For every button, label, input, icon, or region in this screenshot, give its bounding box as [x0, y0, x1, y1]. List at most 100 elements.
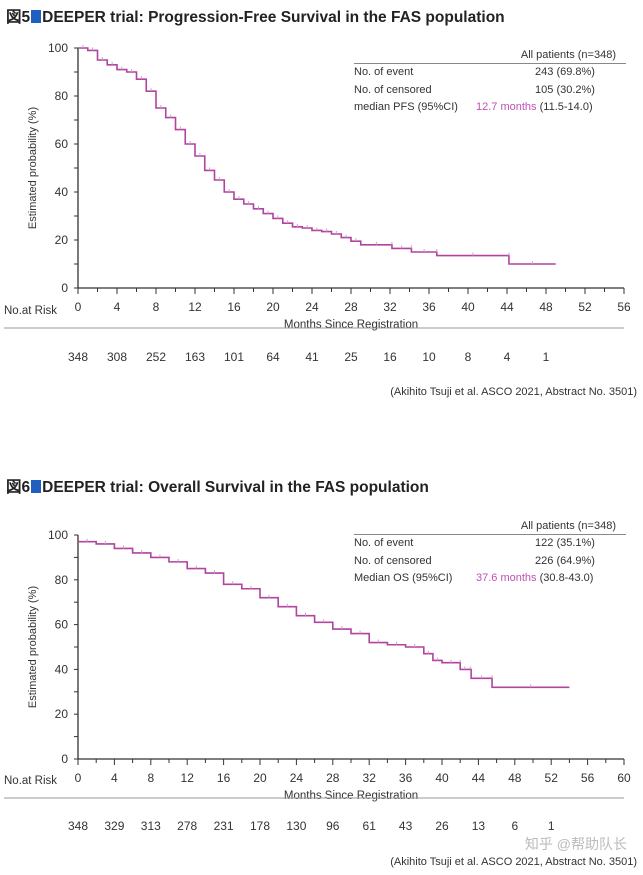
x-tick-label: 16 — [217, 771, 231, 785]
legend-value: 105 (30.2%) — [535, 83, 595, 96]
x-tick-label: 56 — [617, 300, 631, 314]
legend-row: No. of censored 105 (30.2%) — [354, 82, 626, 100]
x-tick-label: 56 — [581, 771, 595, 785]
legend-label: No. of censored — [354, 554, 432, 567]
risk-count: 61 — [363, 819, 377, 833]
y-tick-label: 100 — [48, 528, 68, 542]
x-tick-label: 52 — [545, 771, 559, 785]
y-tick-label: 100 — [48, 41, 68, 55]
figure-label: 図6 — [6, 479, 31, 496]
x-tick-label: 44 — [500, 300, 514, 314]
risk-count: 16 — [383, 350, 397, 364]
chart-title: DEEPER trial: Overall Survival in the FA… — [42, 479, 429, 496]
x-axis-label: Months Since Registration — [284, 790, 418, 802]
y-tick-label: 40 — [55, 662, 69, 676]
x-tick-label: 4 — [111, 771, 118, 785]
legend-value: 122 (35.1%) — [535, 537, 595, 549]
y-tick-label: 60 — [55, 618, 69, 632]
median-ci: (11.5-14.0) — [539, 101, 593, 113]
x-tick-label: 20 — [266, 300, 280, 314]
y-tick-label: 0 — [61, 752, 68, 766]
risk-count: 178 — [250, 819, 270, 833]
x-tick-label: 32 — [383, 300, 397, 314]
risk-count: 10 — [422, 350, 436, 364]
risk-count: 64 — [266, 350, 280, 364]
legend-header: All patients (n=348) — [354, 519, 626, 535]
x-tick-label: 48 — [508, 771, 522, 785]
citation: (Akihito Tsuji et al. ASCO 2021, Abstrac… — [390, 856, 637, 868]
x-tick-label: 0 — [75, 771, 82, 785]
x-tick-label: 40 — [461, 300, 475, 314]
x-tick-label: 52 — [578, 300, 592, 314]
median-value: 12.7 months — [476, 101, 537, 113]
x-tick-label: 36 — [399, 771, 413, 785]
risk-count: 13 — [472, 819, 486, 833]
risk-count: 6 — [511, 819, 518, 833]
x-tick-label: 24 — [290, 771, 304, 785]
risk-count: 348 — [68, 819, 88, 833]
y-tick-label: 80 — [55, 89, 69, 103]
x-tick-label: 48 — [539, 300, 553, 314]
risk-count: 25 — [344, 350, 358, 364]
x-tick-label: 16 — [227, 300, 241, 314]
chart-title: DEEPER trial: Progression-Free Survival … — [42, 9, 505, 26]
blue-square-icon — [31, 10, 42, 23]
risk-count: 163 — [185, 350, 205, 364]
risk-count: 1 — [543, 350, 550, 364]
legend-value: 226 (64.9%) — [535, 554, 595, 567]
risk-table-label: No.at Risk — [4, 305, 57, 317]
risk-count: 308 — [107, 350, 127, 364]
survival-curve — [78, 47, 556, 265]
x-tick-label: 28 — [326, 771, 340, 785]
x-tick-label: 12 — [181, 771, 195, 785]
risk-count: 231 — [214, 819, 234, 833]
y-tick-label: 80 — [55, 573, 69, 587]
x-tick-label: 4 — [114, 300, 121, 314]
risk-count: 130 — [286, 819, 306, 833]
risk-count: 1 — [548, 819, 555, 833]
os-legend-table: All patients (n=348) No. of event 122 (35… — [354, 519, 626, 588]
legend-label: No. of censored — [354, 83, 432, 96]
risk-count: 278 — [177, 819, 197, 833]
risk-count: 313 — [141, 819, 161, 833]
risk-count: 8 — [465, 350, 472, 364]
x-tick-label: 0 — [75, 300, 82, 314]
risk-count: 41 — [305, 350, 319, 364]
x-tick-label: 44 — [472, 771, 486, 785]
x-tick-label: 12 — [188, 300, 202, 314]
y-axis-label: Estimated probability (%) — [27, 586, 39, 708]
watermark: 知乎 @帮助队长 — [524, 836, 627, 852]
figure-5-title: 図5 DEEPER trial: Progression-Free Surviva… — [6, 5, 505, 27]
y-tick-label: 0 — [61, 281, 68, 295]
legend-row: median PFS (95%CI) 12.7 months (11.5-14.0… — [354, 99, 626, 117]
risk-count: 26 — [435, 819, 449, 833]
y-tick-label: 60 — [55, 137, 69, 151]
figure-6-title: 図6 DEEPER trial: Overall Survival in the … — [6, 475, 429, 497]
legend-row: No. of event 122 (35.1%) — [354, 535, 626, 553]
x-tick-label: 20 — [253, 771, 267, 785]
median-value: 37.6 months — [476, 572, 537, 584]
legend-label: median PFS (95%CI) — [354, 101, 458, 113]
legend-value: 243 (69.8%) — [535, 66, 595, 78]
x-tick-label: 60 — [617, 771, 631, 785]
risk-count: 96 — [326, 819, 340, 833]
risk-count: 252 — [146, 350, 166, 364]
x-tick-label: 24 — [305, 300, 319, 314]
legend-header: All patients (n=348) — [354, 48, 626, 64]
x-tick-label: 8 — [147, 771, 154, 785]
y-tick-label: 40 — [55, 185, 69, 199]
x-tick-label: 28 — [344, 300, 358, 314]
y-tick-label: 20 — [55, 233, 69, 247]
risk-count: 101 — [224, 350, 244, 364]
risk-count: 329 — [104, 819, 124, 833]
risk-table-label: No.at Risk — [4, 775, 57, 787]
median-ci: (30.8-43.0) — [539, 572, 594, 584]
legend-row: No. of event 243 (69.8%) — [354, 64, 626, 82]
legend-label: No. of event — [354, 66, 414, 78]
citation: (Akihito Tsuji et al. ASCO 2021, Abstrac… — [390, 386, 637, 398]
legend-row: No. of censored 226 (64.9%) — [354, 553, 626, 571]
blue-square-icon — [31, 480, 42, 493]
